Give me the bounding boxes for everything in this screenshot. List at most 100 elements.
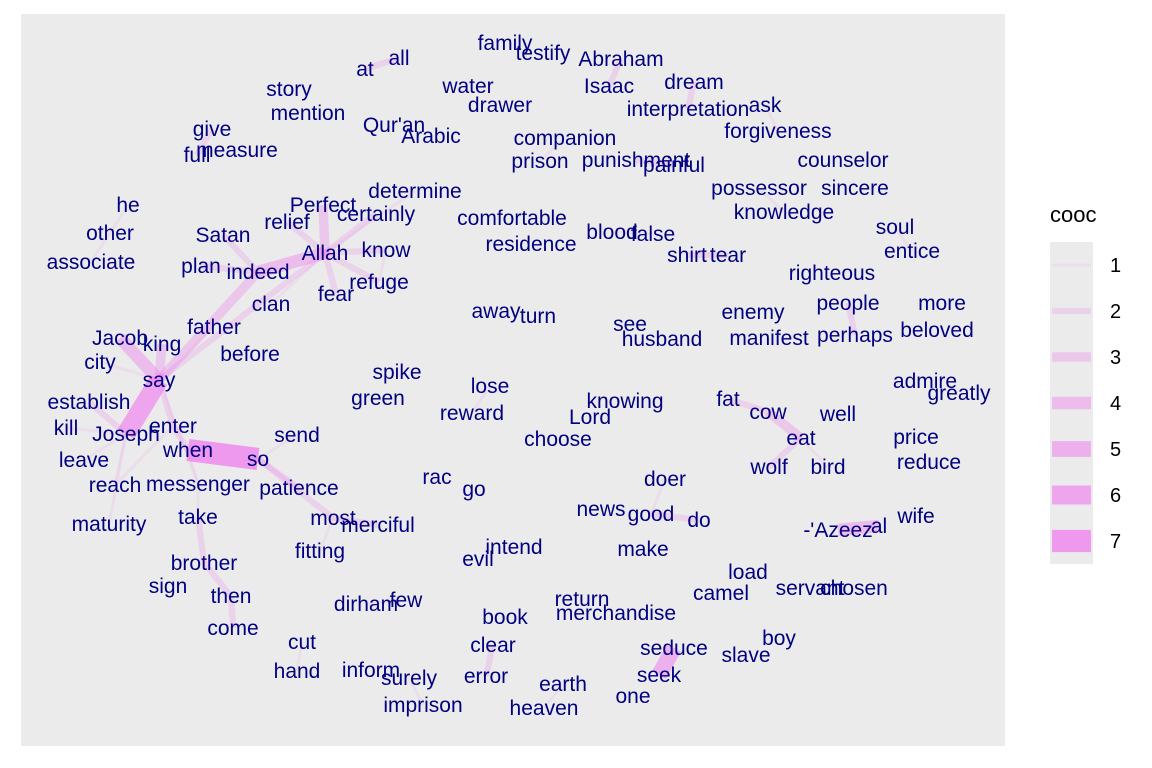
edge-ask-forgiveness	[763, 104, 780, 132]
word-label: shirt	[667, 244, 707, 267]
word-label: knowing	[586, 390, 663, 413]
word-label: father	[187, 316, 241, 339]
word-label: associate	[47, 251, 136, 274]
word-label: companion	[514, 127, 617, 150]
word-label: intend	[485, 536, 542, 559]
edge-most-merciful	[332, 514, 379, 529]
word-label: cow	[749, 401, 787, 424]
word-label: few	[390, 589, 424, 612]
edge-say-king	[154, 343, 167, 381]
word-label: clear	[470, 634, 516, 657]
word-label: camel	[693, 582, 749, 605]
word-label: doer	[644, 468, 686, 491]
legend-key-background	[1050, 380, 1093, 426]
word-label: so	[247, 448, 269, 471]
word-label: take	[178, 506, 218, 529]
word-label: rac	[422, 466, 451, 489]
word-label: king	[143, 333, 182, 356]
legend-label: 2	[1110, 301, 1121, 323]
word-label: perhaps	[817, 324, 893, 347]
word-label: people	[816, 292, 879, 315]
word-label: boy	[762, 627, 796, 650]
edge-so-most	[256, 456, 335, 521]
edge-most-fitting	[318, 517, 335, 552]
word-label: brother	[171, 552, 238, 575]
edge-other-associate	[89, 232, 112, 263]
edge-say-messenger	[157, 379, 200, 485]
word-label: green	[351, 387, 405, 410]
word-label: bird	[810, 456, 845, 479]
edge-when-messenger	[186, 449, 200, 485]
word-label: Perfect	[290, 194, 357, 217]
word-label: Jacob	[92, 327, 148, 350]
word-label: spike	[372, 361, 421, 384]
edge-so-send	[257, 433, 298, 461]
word-label: all	[388, 47, 409, 70]
word-label: Satan	[196, 224, 251, 247]
edge-say-Joseph	[117, 375, 168, 439]
edge-Allah-say	[157, 250, 327, 383]
word-label: reach	[89, 474, 142, 497]
word-label: interpretation	[627, 98, 750, 121]
word-label: maturity	[72, 513, 147, 536]
legend: cooc 1 2 3 4 5 6 7	[1050, 202, 1121, 564]
edge-Joseph-leave	[83, 432, 127, 462]
edge-when-so	[186, 438, 260, 471]
word-label: kill	[54, 417, 79, 440]
word-label: make	[617, 538, 668, 561]
edge-cut-hand	[295, 641, 304, 672]
word-label: say	[143, 369, 176, 392]
legend-key-background	[1050, 242, 1093, 288]
word-label: news	[576, 498, 625, 521]
word-label: painful	[643, 154, 705, 177]
edge-Joseph-establish	[86, 399, 129, 437]
edge-Allah-Perfect	[318, 204, 330, 254]
word-label: go	[462, 478, 485, 501]
edge-good-do	[650, 510, 700, 524]
word-label: wolf	[749, 456, 788, 479]
edge-take-brother	[194, 516, 208, 564]
edge-possessor-knowledge	[757, 186, 786, 214]
word-label: earth	[539, 673, 587, 696]
legend-label: 1	[1110, 255, 1121, 277]
word-label: away	[471, 300, 521, 323]
edge-dream-interpretation	[684, 81, 698, 110]
word-label: merchandise	[556, 602, 676, 625]
word-label: enemy	[721, 301, 785, 324]
edge-give-full	[194, 127, 215, 157]
edge-blood-false	[611, 230, 654, 236]
word-label: inform	[342, 659, 400, 682]
edge--'Azeez-al	[837, 519, 880, 537]
word-label: water	[441, 75, 493, 98]
edge-Allah-indeed	[256, 246, 327, 279]
word-label: soul	[876, 216, 915, 239]
word-label: punishment	[582, 149, 691, 172]
word-label: al	[871, 515, 887, 538]
word-label: well	[819, 403, 856, 426]
word-label: messenger	[146, 473, 250, 496]
edge-Allah-relief	[285, 219, 327, 256]
legend-label: 3	[1110, 347, 1121, 369]
edge-say-city	[99, 360, 160, 382]
word-label: drawer	[468, 94, 532, 117]
edge-Allah-know	[324, 246, 387, 257]
word-label: blood	[586, 221, 637, 244]
word-label: give	[193, 118, 232, 141]
word-label: eat	[786, 427, 815, 450]
edge-earth-heaven	[542, 683, 565, 709]
word-label: tear	[710, 244, 746, 267]
word-label: testify	[516, 42, 571, 65]
edge-dirham-few	[365, 598, 407, 606]
edge-cow-eat	[765, 408, 804, 442]
word-label: surely	[381, 667, 438, 690]
legend-title: cooc	[1050, 202, 1096, 227]
word-label: then	[211, 585, 252, 608]
edge-Joseph-kill	[65, 426, 127, 436]
word-label: do	[687, 509, 710, 532]
edge-good-doer	[649, 478, 667, 515]
edge-then-come	[227, 595, 237, 629]
edge-fat-cow	[727, 396, 769, 415]
word-label: -'Azeez	[803, 519, 872, 542]
edge-say-Jacob	[115, 333, 164, 385]
word-label: seduce	[640, 637, 708, 660]
